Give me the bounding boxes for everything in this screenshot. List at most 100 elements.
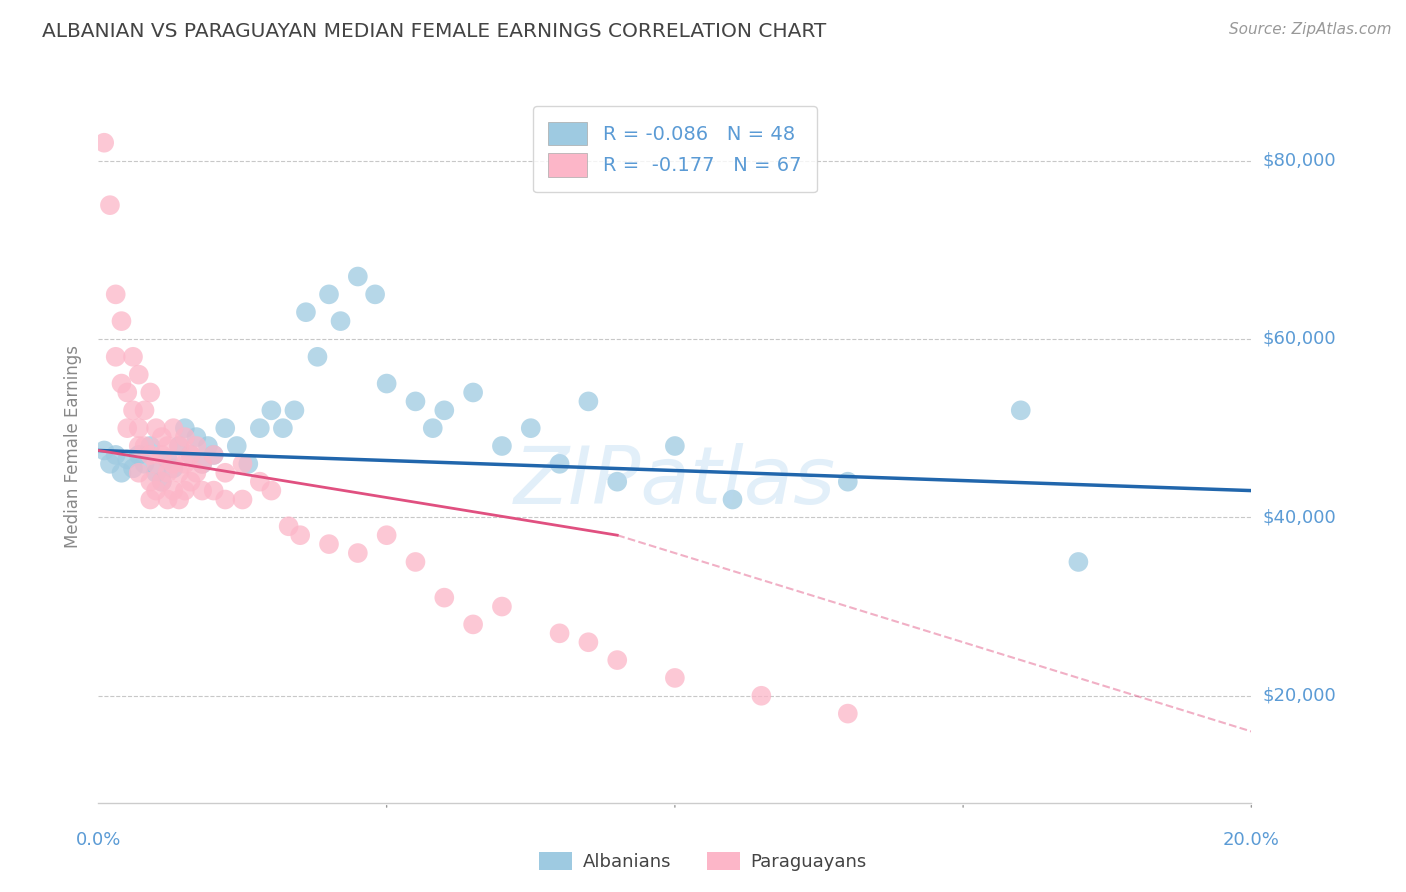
Point — [433, 591, 456, 605]
Point — [191, 457, 214, 471]
Point — [346, 546, 368, 560]
Point — [174, 430, 197, 444]
Point — [139, 475, 162, 489]
Point — [104, 448, 127, 462]
Point — [150, 448, 173, 462]
Point — [128, 448, 150, 462]
Point — [202, 448, 225, 462]
Point — [249, 421, 271, 435]
Point — [128, 421, 150, 435]
Y-axis label: Median Female Earnings: Median Female Earnings — [65, 344, 83, 548]
Point — [174, 421, 197, 435]
Point — [110, 466, 132, 480]
Point — [375, 528, 398, 542]
Point — [433, 403, 456, 417]
Point — [307, 350, 329, 364]
Point — [329, 314, 352, 328]
Point — [295, 305, 318, 319]
Point — [180, 475, 202, 489]
Point — [145, 457, 167, 471]
Point — [186, 439, 208, 453]
Point — [751, 689, 773, 703]
Point — [162, 421, 184, 435]
Point — [422, 421, 444, 435]
Point — [139, 385, 162, 400]
Point — [664, 439, 686, 453]
Point — [117, 421, 138, 435]
Point — [162, 457, 184, 471]
Point — [139, 492, 162, 507]
Point — [231, 492, 254, 507]
Point — [260, 483, 283, 498]
Point — [202, 448, 225, 462]
Point — [167, 439, 190, 453]
Point — [405, 555, 427, 569]
Text: ALBANIAN VS PARAGUAYAN MEDIAN FEMALE EARNINGS CORRELATION CHART: ALBANIAN VS PARAGUAYAN MEDIAN FEMALE EAR… — [42, 22, 827, 41]
Text: $20,000: $20,000 — [1263, 687, 1336, 705]
Point — [98, 198, 121, 212]
Point — [162, 461, 184, 475]
Point — [214, 466, 236, 480]
Point — [186, 430, 208, 444]
Text: ZIPatlas: ZIPatlas — [513, 442, 837, 521]
Legend: R = -0.086   N = 48, R =  -0.177   N = 67: R = -0.086 N = 48, R = -0.177 N = 67 — [533, 106, 817, 193]
Point — [461, 617, 484, 632]
Point — [167, 492, 190, 507]
Point — [174, 457, 197, 471]
Text: 0.0%: 0.0% — [76, 830, 121, 848]
Text: $60,000: $60,000 — [1263, 330, 1336, 348]
Point — [180, 448, 202, 462]
Point — [191, 483, 214, 498]
Point — [128, 439, 150, 453]
Point — [837, 475, 859, 489]
Point — [290, 528, 312, 542]
Point — [214, 421, 236, 435]
Point — [520, 421, 543, 435]
Point — [548, 457, 571, 471]
Point — [117, 452, 138, 467]
Point — [104, 350, 127, 364]
Point — [104, 287, 127, 301]
Point — [145, 483, 167, 498]
Point — [167, 466, 190, 480]
Point — [578, 635, 600, 649]
Point — [214, 492, 236, 507]
Point — [191, 457, 214, 471]
Point — [150, 475, 173, 489]
Point — [122, 461, 145, 475]
Point — [318, 537, 340, 551]
Text: $80,000: $80,000 — [1263, 152, 1336, 169]
Point — [145, 421, 167, 435]
Point — [346, 269, 368, 284]
Point — [128, 368, 150, 382]
Point — [375, 376, 398, 391]
Point — [93, 136, 115, 150]
Point — [150, 475, 173, 489]
Text: $40,000: $40,000 — [1263, 508, 1336, 526]
Point — [837, 706, 859, 721]
Point — [134, 457, 156, 471]
Point — [491, 599, 513, 614]
Point — [271, 421, 294, 435]
Point — [139, 439, 162, 453]
Point — [197, 439, 219, 453]
Point — [180, 448, 202, 462]
Point — [318, 287, 340, 301]
Point — [202, 483, 225, 498]
Point — [238, 457, 260, 471]
Point — [664, 671, 686, 685]
Legend: Albanians, Paraguayans: Albanians, Paraguayans — [531, 845, 875, 879]
Point — [122, 350, 145, 364]
Text: Source: ZipAtlas.com: Source: ZipAtlas.com — [1229, 22, 1392, 37]
Point — [156, 452, 179, 467]
Point — [461, 385, 484, 400]
Point — [231, 457, 254, 471]
Text: 20.0%: 20.0% — [1223, 830, 1279, 848]
Point — [156, 492, 179, 507]
Point — [167, 439, 190, 453]
Point — [405, 394, 427, 409]
Point — [150, 430, 173, 444]
Point — [117, 385, 138, 400]
Point — [110, 376, 132, 391]
Point — [1010, 403, 1032, 417]
